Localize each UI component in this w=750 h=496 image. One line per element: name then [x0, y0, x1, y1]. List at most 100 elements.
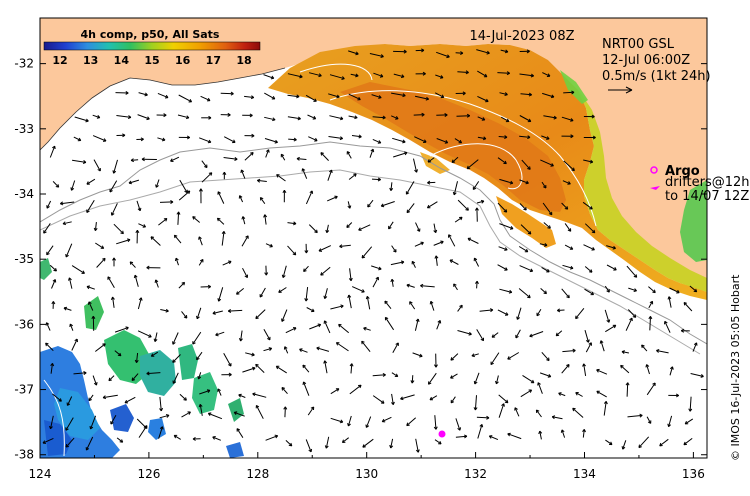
sst-patch — [496, 196, 556, 248]
current-vector-head — [146, 116, 150, 121]
current-vector-head — [212, 311, 216, 315]
current-vector-head — [526, 49, 530, 54]
current-vector-head — [402, 93, 406, 98]
current-vector-head — [375, 276, 379, 281]
current-vector-head — [411, 260, 416, 265]
current-vector — [584, 266, 593, 273]
current-vector — [690, 373, 704, 377]
current-vector-head — [292, 251, 297, 256]
current-vector-head — [62, 221, 67, 226]
current-vector-head — [102, 395, 107, 400]
current-vector — [529, 331, 544, 337]
current-vector-head — [192, 436, 196, 441]
current-legend: NRT00 GSL 12-Jul 06:00Z 0.5m/s (1kt 24h) — [602, 37, 711, 94]
current-vector-head — [599, 340, 604, 344]
current-vector-head — [274, 434, 279, 439]
current-vector-head — [479, 424, 484, 428]
current-vector — [252, 393, 267, 398]
current-vector — [325, 436, 330, 449]
current-vector — [177, 114, 190, 119]
bathymetry-contour — [40, 169, 701, 355]
current-vector-head — [263, 214, 268, 218]
current-vector — [450, 396, 456, 404]
current-vector-head — [361, 289, 365, 293]
current-vector-head — [466, 113, 471, 118]
current-vector — [499, 178, 513, 184]
current-vector-head — [198, 403, 203, 408]
current-vector — [318, 245, 332, 252]
colorbar-bar — [43, 41, 261, 51]
current-vector-head — [199, 258, 204, 263]
current-vector — [257, 179, 267, 182]
current-vector — [159, 201, 174, 203]
current-vector-head — [227, 308, 232, 313]
current-vector-head — [65, 427, 69, 431]
current-vector — [201, 172, 213, 183]
current-vector — [391, 92, 406, 97]
current-vector-head — [467, 237, 472, 242]
current-vector-head — [567, 228, 572, 232]
current-vector-head — [361, 340, 365, 345]
current-vector-head — [506, 71, 510, 76]
current-vector-head — [339, 136, 344, 141]
current-vector-head — [137, 207, 142, 212]
current-vector — [392, 137, 406, 143]
current-vector-head — [357, 96, 361, 101]
current-vector-head — [125, 90, 129, 95]
current-vector-head — [236, 428, 241, 432]
current-vector — [456, 115, 470, 117]
current-vector-head — [529, 333, 533, 338]
current-vector — [49, 264, 57, 272]
current-vector-head — [259, 197, 264, 201]
current-vector-head — [318, 248, 323, 252]
current-vector-head — [527, 166, 531, 170]
current-vector-head — [474, 280, 479, 285]
current-vector-head — [131, 377, 136, 381]
current-vector — [138, 92, 148, 96]
current-vector — [309, 324, 321, 330]
current-vectors — [42, 48, 704, 453]
current-vector-head — [380, 54, 384, 58]
current-vector — [255, 405, 264, 419]
current-vector — [137, 114, 150, 120]
current-vector — [50, 415, 54, 429]
current-vector-head — [150, 353, 155, 357]
current-vector-head — [255, 363, 259, 368]
current-vector — [500, 49, 509, 53]
current-vector — [348, 93, 361, 101]
current-vector — [330, 417, 343, 423]
current-vector-head — [82, 160, 87, 164]
current-vector — [276, 174, 286, 182]
current-vector — [516, 307, 522, 320]
current-vector-head — [569, 246, 574, 250]
current-vector-head — [108, 377, 112, 382]
current-vector — [264, 138, 278, 143]
current-vector — [116, 239, 131, 245]
current-vector — [498, 136, 508, 138]
colorbar-ticks: 12 13 14 15 16 17 18 — [52, 54, 251, 67]
current-vector-head — [256, 178, 261, 183]
current-vector-head — [172, 380, 177, 384]
current-vector-head — [449, 259, 454, 263]
current-vector — [71, 338, 78, 351]
current-vector-head — [560, 429, 565, 433]
current-vector — [110, 414, 117, 425]
current-vector-head — [551, 415, 556, 420]
current-vector — [146, 372, 161, 375]
current-vector — [116, 115, 131, 118]
current-vector-head — [514, 407, 518, 411]
current-vector — [536, 309, 542, 317]
current-vector-head — [393, 249, 397, 253]
current-vector-head — [240, 169, 245, 173]
current-vector — [327, 196, 338, 202]
current-vector — [159, 396, 162, 411]
argo-float[interactable] — [438, 430, 446, 438]
current-vector-head — [537, 382, 541, 386]
current-vector — [245, 352, 255, 356]
current-vector — [150, 236, 161, 246]
current-vector — [199, 137, 212, 143]
current-vector-head — [141, 157, 145, 162]
current-vector-head — [410, 380, 415, 384]
current-vector — [384, 300, 392, 310]
current-vector — [664, 321, 671, 333]
